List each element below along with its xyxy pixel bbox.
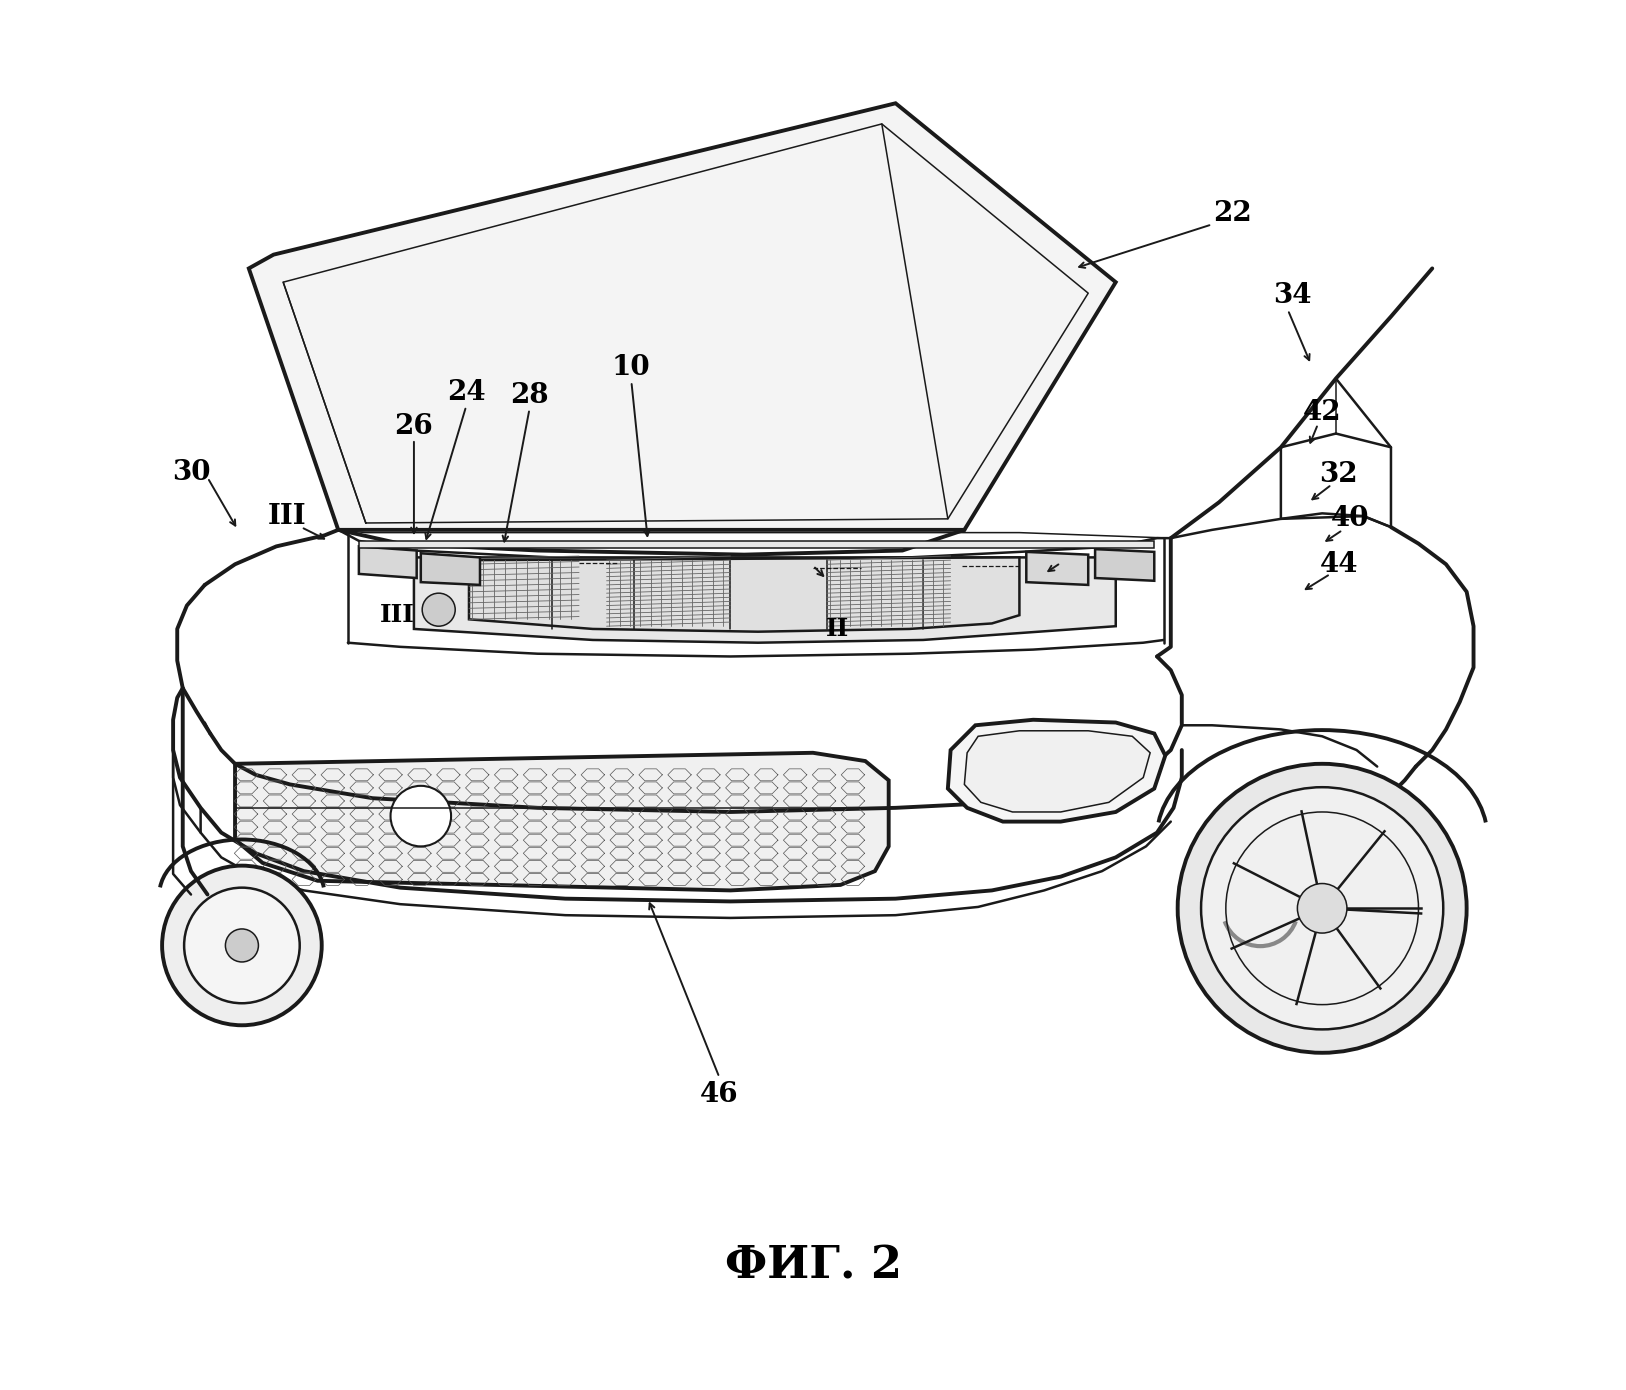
Polygon shape [964,731,1150,812]
Polygon shape [1026,552,1088,585]
Circle shape [1298,884,1346,933]
Text: 30: 30 [172,459,210,485]
Text: 42: 42 [1302,399,1341,427]
Text: 40: 40 [1330,506,1369,532]
Polygon shape [415,557,1115,642]
Text: 44: 44 [1319,550,1358,578]
Polygon shape [249,103,1115,530]
Circle shape [163,866,322,1026]
Circle shape [1177,765,1467,1052]
Text: ФИГ. 2: ФИГ. 2 [725,1244,901,1287]
Circle shape [423,594,455,626]
Polygon shape [421,553,480,585]
Polygon shape [359,546,416,578]
Text: 28: 28 [511,381,550,409]
Text: 46: 46 [701,1080,738,1108]
Text: 32: 32 [1319,461,1358,488]
Text: 26: 26 [395,413,433,441]
Circle shape [390,785,450,847]
Text: 22: 22 [1213,200,1252,227]
Text: III: III [380,603,415,627]
Text: II: II [826,617,849,641]
Text: 34: 34 [1273,282,1311,310]
Polygon shape [359,541,1154,548]
Circle shape [184,888,299,1004]
Text: III: III [268,503,307,530]
Polygon shape [948,720,1166,821]
Circle shape [226,929,259,962]
Text: 24: 24 [447,378,486,406]
Polygon shape [1094,549,1154,581]
Polygon shape [236,753,889,891]
Circle shape [1202,787,1444,1030]
Text: 10: 10 [611,354,650,381]
Polygon shape [468,557,1020,631]
